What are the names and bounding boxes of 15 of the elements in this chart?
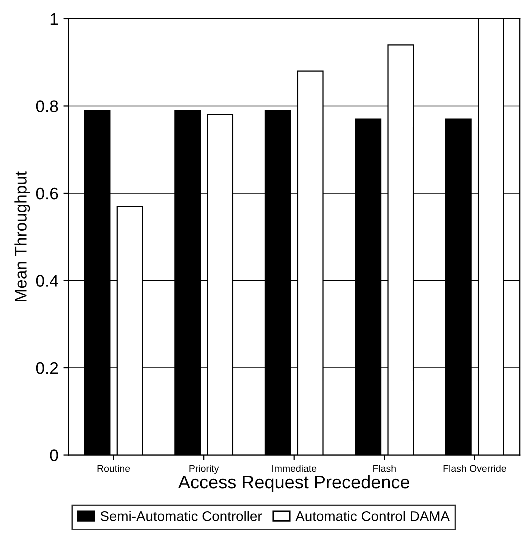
x-tick-label: Flash <box>374 465 396 472</box>
y-tick-label: 0.4 <box>36 275 58 287</box>
x-tick-label: Routine <box>98 465 130 472</box>
x-axis-title: Access Request Precedence <box>178 475 410 492</box>
y-tick-label: 0.2 <box>36 362 58 374</box>
legend-label: Semi-Automatic Controller <box>100 511 262 522</box>
y-tick-label: 0 <box>50 450 58 462</box>
x-tick-label: Flash Override <box>444 465 506 472</box>
x-tick-label: Immediate <box>272 465 317 472</box>
y-tick-label: 0.6 <box>36 188 58 200</box>
y-axis-title: Mean Throughput <box>14 172 30 302</box>
y-tick-label: 0.8 <box>36 100 58 112</box>
legend-label: Automatic Control DAMA <box>296 511 450 522</box>
x-tick-label: Priority <box>190 465 220 474</box>
y-tick-label: 1 <box>50 14 58 26</box>
